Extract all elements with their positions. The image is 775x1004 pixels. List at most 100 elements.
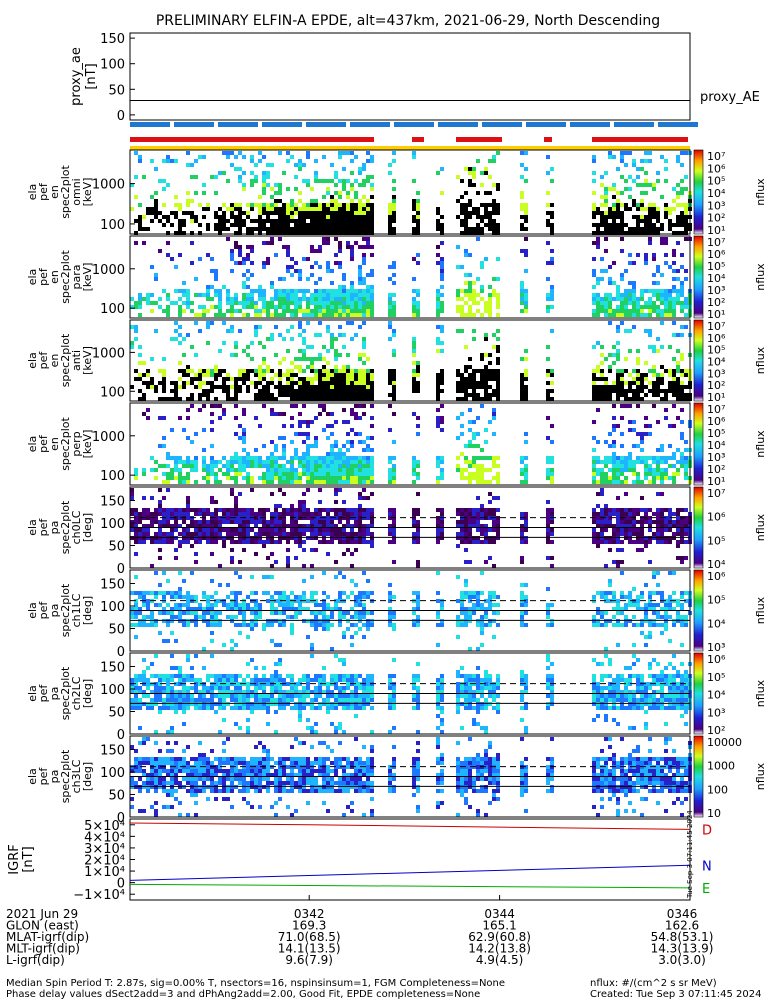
- heatmap-cell: [524, 456, 528, 460]
- heatmap-cell: [464, 381, 468, 385]
- heatmap-cell: [278, 520, 282, 524]
- heatmap-cell: [338, 512, 342, 516]
- heatmap-cell: [214, 532, 218, 536]
- heatmap-cell: [350, 412, 354, 416]
- heatmap-cell: [238, 472, 242, 476]
- heatmap-cell: [274, 528, 278, 532]
- heatmap-cell: [274, 199, 278, 203]
- heatmap-cell: [342, 345, 346, 349]
- heatmap-cell: [170, 468, 174, 472]
- heatmap-cell: [322, 195, 326, 199]
- heatmap-cell: [636, 460, 640, 464]
- heatmap-cell: [202, 215, 206, 219]
- heatmap-cell: [238, 249, 242, 253]
- heatmap-cell: [346, 309, 350, 313]
- heatmap-cell: [476, 595, 480, 599]
- heatmap-cell: [262, 627, 266, 631]
- heatmap-cell: [350, 472, 354, 476]
- heatmap-cell: [436, 313, 440, 317]
- heatmap-cell: [262, 520, 266, 524]
- heatmap-cell: [484, 480, 488, 484]
- heatmap-cell: [230, 223, 234, 227]
- heatmap-cell: [392, 373, 396, 377]
- heatmap-cell: [198, 532, 202, 536]
- heatmap-cell: [350, 305, 354, 309]
- heatmap-cell: [392, 215, 396, 219]
- heatmap-cell: [314, 203, 318, 207]
- heatmap-cell: [298, 369, 302, 373]
- heatmap-cell: [648, 536, 652, 540]
- heatmap-cell: [680, 464, 684, 468]
- heatmap-cell: [520, 163, 524, 167]
- heatmap-cell: [282, 293, 286, 297]
- heatmap-cell: [358, 619, 362, 623]
- heatmap-cell: [274, 460, 278, 464]
- heatmap-cell: [496, 389, 500, 393]
- heatmap-cell: [250, 512, 254, 516]
- heatmap-cell: [238, 203, 242, 207]
- heatmap-cell: [282, 591, 286, 595]
- heatmap-cell: [206, 397, 210, 401]
- heatmap-cell: [326, 269, 330, 273]
- heatmap-cell: [318, 203, 322, 207]
- heatmap-cell: [226, 615, 230, 619]
- heatmap-cell: [484, 207, 488, 211]
- heatmap-cell: [362, 183, 366, 187]
- heatmap-cell: [218, 508, 222, 512]
- heatmap-cell: [660, 321, 664, 325]
- heatmap-cell: [362, 412, 366, 416]
- y-tick-label: 100: [100, 302, 125, 317]
- heatmap-cell: [326, 552, 330, 556]
- heatmap-cell: [278, 369, 282, 373]
- heatmap-cell: [302, 468, 306, 472]
- heatmap-cell: [388, 460, 392, 464]
- heatmap-cell: [326, 349, 330, 353]
- heatmap-cell: [616, 480, 620, 484]
- heatmap-cell: [254, 532, 258, 536]
- heatmap-cell: [198, 520, 202, 524]
- heatmap-cell: [412, 460, 416, 464]
- heatmap-cell: [282, 305, 286, 309]
- heatmap-cell: [330, 424, 334, 428]
- heatmap-cell: [680, 556, 684, 560]
- heatmap-cell: [358, 211, 362, 215]
- heatmap-cell: [298, 207, 302, 211]
- heatmap-cell: [162, 540, 166, 544]
- heatmap-cell: [214, 520, 218, 524]
- heatmap-cell: [672, 373, 676, 377]
- heatmap-cell: [134, 325, 138, 329]
- heatmap-cell: [334, 420, 338, 424]
- heatmap-cell: [238, 175, 242, 179]
- heatmap-cell: [306, 536, 310, 540]
- heatmap-cell: [250, 249, 254, 253]
- heatmap-cell: [198, 536, 202, 540]
- heatmap-cell: [214, 500, 218, 504]
- heatmap-cell: [354, 215, 358, 219]
- heatmap-cell: [326, 237, 330, 241]
- heatmap-cell: [322, 357, 326, 361]
- heatmap-cell: [134, 615, 138, 619]
- heatmap-cell: [366, 532, 370, 536]
- heatmap-cell: [680, 536, 684, 540]
- heatmap-cell: [668, 512, 672, 516]
- heatmap-cell: [338, 261, 342, 265]
- heatmap-cell: [370, 404, 374, 408]
- heatmap-cell: [182, 528, 186, 532]
- heatmap-cell: [246, 623, 250, 627]
- heatmap-cell: [672, 313, 676, 317]
- heatmap-cell: [322, 536, 326, 540]
- heatmap-cell: [668, 223, 672, 227]
- heatmap-cell: [130, 528, 134, 532]
- heatmap-cell: [230, 353, 234, 357]
- heatmap-cell: [660, 345, 664, 349]
- heatmap-cell: [218, 223, 222, 227]
- heatmap-cell: [198, 508, 202, 512]
- heatmap-cell: [234, 623, 238, 627]
- heatmap-cell: [310, 199, 314, 203]
- heatmap-cell: [218, 313, 222, 317]
- heatmap-cell: [342, 381, 346, 385]
- heatmap-cell: [166, 309, 170, 313]
- heatmap-cell: [652, 203, 656, 207]
- heatmap-cell: [484, 532, 488, 536]
- heatmap-cell: [306, 381, 310, 385]
